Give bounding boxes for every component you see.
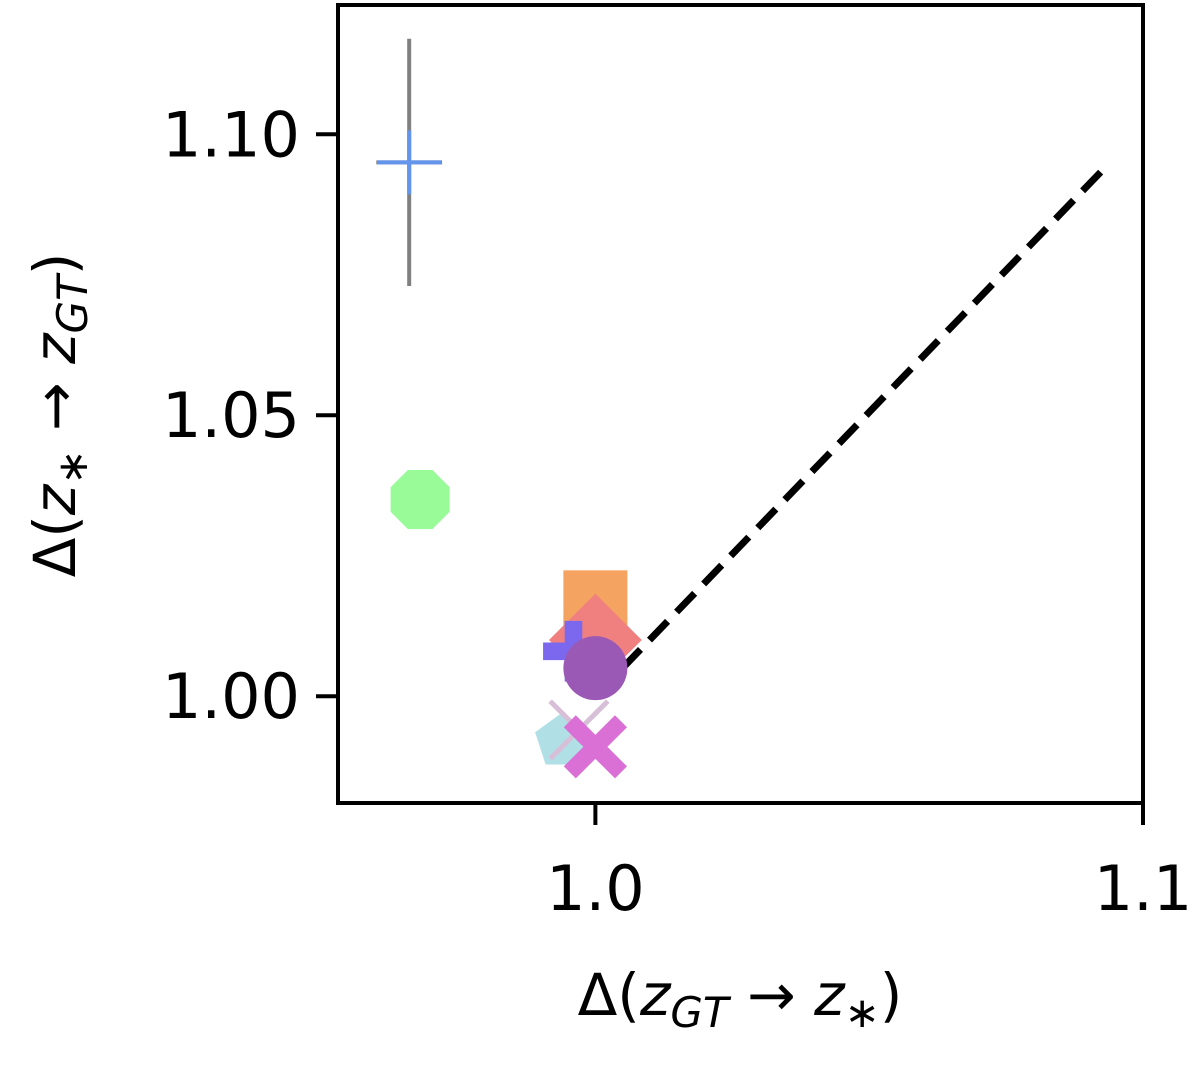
x-axis-label: Δ(zGT → z∗) [578,961,903,1037]
data-point-octagon [390,470,450,530]
data-point-circle [563,636,628,701]
y-axis-label: Δ(z∗ → zGT) [21,253,97,578]
axis-ticks: 1.0 1.1 1.00 1.05 1.10 [162,98,1192,925]
x-tick-label: 1.0 [546,852,645,925]
data-point-x-filled [563,715,627,779]
chart-marks [376,38,1108,779]
y-tick-label: 1.05 [162,379,300,452]
y-tick-label: 1.00 [162,660,300,733]
y-tick-label: 1.10 [162,98,300,171]
reference-line [592,165,1108,699]
data-point-plus [377,130,442,195]
plot-frame [336,3,1145,805]
x-tick-label: 1.1 [1094,852,1193,925]
